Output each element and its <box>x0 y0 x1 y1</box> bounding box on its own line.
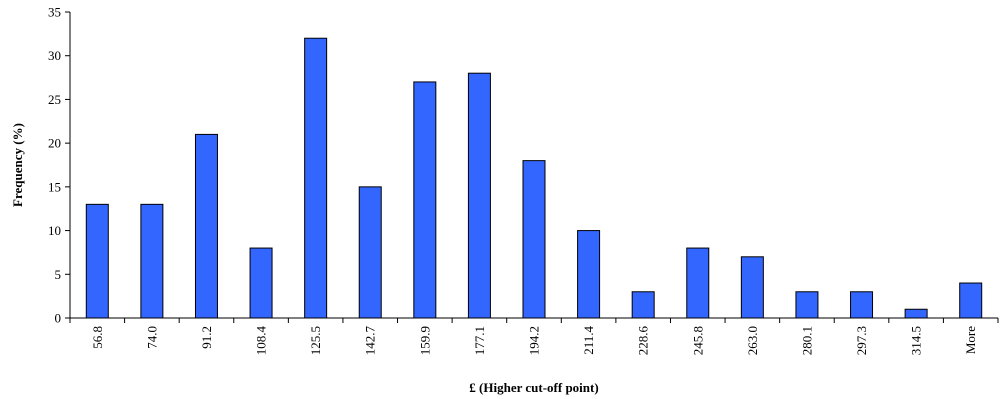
bar <box>904 308 928 319</box>
x-axis-title: £ (Higher cut-off point) <box>469 380 598 395</box>
bars <box>85 37 983 319</box>
x-tick-label: 159.9 <box>417 326 432 355</box>
x-tick-label: 194.2 <box>527 326 542 355</box>
x-tick-label: 125.5 <box>308 326 323 355</box>
bar <box>740 256 764 319</box>
y-tick-label: 5 <box>55 267 62 282</box>
x-tick-label: 177.1 <box>472 326 487 355</box>
bar <box>194 133 218 319</box>
bar <box>631 291 655 319</box>
bar <box>140 203 164 319</box>
x-tick-label: 142.7 <box>363 326 378 356</box>
x-tick-label: More <box>963 326 978 354</box>
bar <box>522 160 546 319</box>
x-tick-label: 314.5 <box>909 326 924 355</box>
x-tick-label: 91.2 <box>199 326 214 349</box>
bar <box>413 81 437 319</box>
bar <box>850 291 874 319</box>
y-tick-label: 30 <box>48 48 61 63</box>
bar <box>85 203 109 319</box>
y-tick-label: 35 <box>48 5 61 20</box>
x-tick-label: 297.3 <box>854 326 869 355</box>
x-tick-label: 211.4 <box>581 326 596 355</box>
bar <box>467 72 491 319</box>
x-tick-label: 228.6 <box>636 326 651 356</box>
y-tick-label: 25 <box>48 92 61 107</box>
bar <box>304 37 328 319</box>
y-tick-label: 0 <box>55 311 62 326</box>
y-tick-label: 20 <box>48 136 61 151</box>
bar <box>358 186 382 319</box>
bar <box>795 291 819 319</box>
x-tick-label: 56.8 <box>90 326 105 349</box>
x-tick-label: 263.0 <box>745 326 760 355</box>
y-tick-label: 15 <box>48 179 61 194</box>
x-axis-ticks: 56.8 74.0 91.2 108.4 125.5 142.7 159.9 177.1 194… <box>69 318 999 356</box>
y-tick-label: 10 <box>48 223 61 238</box>
x-tick-label: 108.4 <box>254 326 269 356</box>
bar <box>959 282 983 319</box>
x-tick-label: 245.8 <box>690 326 705 355</box>
y-axis-title: Frequency (%) <box>10 123 25 207</box>
bar <box>577 230 601 319</box>
y-axis-ticks: 0 5 10 15 20 25 30 35 <box>48 5 70 326</box>
bar <box>686 247 710 319</box>
x-tick-label: 280.1 <box>799 326 814 355</box>
x-tick-label: 74.0 <box>144 326 159 349</box>
bar <box>249 247 273 319</box>
